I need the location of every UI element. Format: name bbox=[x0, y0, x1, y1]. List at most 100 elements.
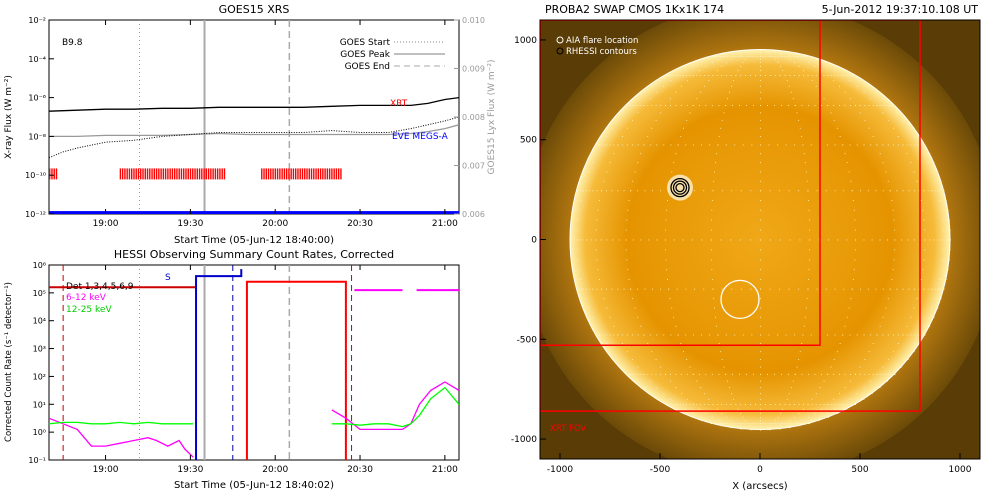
grid-dot bbox=[882, 380, 884, 382]
grid-dot bbox=[692, 105, 694, 106]
grid-dot bbox=[792, 56, 794, 57]
grid-dot bbox=[839, 105, 840, 106]
grid-dot bbox=[627, 269, 629, 271]
legend-goes-start: GOES Start bbox=[340, 38, 391, 48]
grid-dot bbox=[634, 373, 636, 375]
grid-dot bbox=[644, 288, 646, 290]
grid-dot bbox=[846, 408, 848, 410]
grid-dot bbox=[863, 239, 865, 241]
grid-dot bbox=[854, 229, 856, 231]
grid-dot bbox=[782, 70, 784, 72]
grid-dot bbox=[663, 144, 665, 146]
grid-dot bbox=[863, 334, 865, 336]
grid-dot bbox=[718, 105, 720, 106]
grid-dot bbox=[896, 366, 898, 368]
grid-dot bbox=[721, 423, 723, 424]
grid-dot bbox=[922, 209, 924, 211]
grid-dot bbox=[893, 144, 894, 146]
grid-dot bbox=[846, 239, 848, 241]
grid-dot bbox=[781, 51, 782, 53]
grid-dot bbox=[810, 420, 812, 422]
grid-dot bbox=[606, 171, 608, 173]
grid-dot bbox=[924, 144, 926, 146]
xrt-tick bbox=[201, 168, 203, 180]
grid-dot bbox=[643, 373, 645, 375]
grid-dot bbox=[784, 56, 786, 57]
grid-dot bbox=[856, 393, 858, 395]
grid-dot bbox=[760, 279, 761, 280]
grid-dot bbox=[836, 127, 838, 129]
grid-dot bbox=[740, 65, 741, 67]
grid-dot bbox=[685, 70, 687, 72]
grid-dot bbox=[617, 334, 619, 336]
grid-dot bbox=[585, 190, 587, 192]
grid-dot bbox=[720, 127, 722, 129]
grid-dot bbox=[889, 373, 891, 375]
grid-dot bbox=[760, 380, 761, 382]
grid-dot bbox=[864, 119, 866, 121]
grid-dot bbox=[943, 239, 945, 241]
grid-dot bbox=[734, 427, 736, 429]
grid-dot bbox=[670, 334, 672, 336]
grid-dot bbox=[844, 325, 846, 327]
grid-dot bbox=[715, 316, 716, 318]
grid-dot bbox=[760, 428, 761, 430]
grid-dot bbox=[934, 288, 936, 290]
grid-dot bbox=[811, 80, 813, 82]
goes-ylabel2: GOES15 Lyx Flux (W m⁻²) bbox=[487, 60, 497, 175]
grid-dot bbox=[753, 429, 754, 431]
grid-dot bbox=[603, 144, 605, 146]
grid-dot bbox=[760, 359, 761, 360]
grid-dot bbox=[701, 420, 703, 422]
xrt-tick bbox=[214, 168, 217, 180]
grid-dot bbox=[779, 53, 781, 55]
grid-dot bbox=[682, 413, 684, 414]
grid-dot bbox=[686, 373, 688, 375]
grid-dot bbox=[582, 190, 584, 192]
grid-dot bbox=[891, 200, 893, 201]
swap-ytick-label: 500 bbox=[520, 136, 537, 146]
grid-dot bbox=[774, 51, 776, 53]
grid-dot bbox=[571, 239, 572, 241]
grid-dot bbox=[640, 325, 642, 327]
grid-dot bbox=[760, 58, 761, 60]
grid-dot bbox=[875, 190, 877, 192]
grid-dot bbox=[789, 58, 791, 60]
grid-dot bbox=[879, 373, 881, 375]
goes-xtick-label: 19:00 bbox=[93, 219, 119, 229]
grid-dot bbox=[805, 307, 807, 309]
xrt-tick bbox=[167, 168, 169, 180]
grid-dot bbox=[941, 288, 943, 290]
grid-dot bbox=[942, 190, 944, 192]
grid-dot bbox=[701, 239, 703, 241]
legend-aia-marker bbox=[556, 36, 564, 44]
grid-dot bbox=[774, 105, 775, 106]
grid-dot bbox=[652, 190, 653, 192]
grid-dot bbox=[660, 398, 661, 400]
grid-dot bbox=[652, 288, 653, 290]
grid-dot bbox=[942, 219, 944, 221]
xrt-tick bbox=[313, 168, 315, 180]
grid-dot bbox=[632, 359, 633, 360]
grid-dot bbox=[742, 62, 744, 63]
grid-dot bbox=[805, 171, 807, 173]
hessi-legend: Det 1,3,4,5,6,9 6-12 keV 12-25 keV bbox=[66, 282, 134, 315]
grid-dot bbox=[819, 387, 821, 389]
grid-dot bbox=[907, 359, 909, 360]
grid-dot bbox=[887, 334, 889, 336]
grid-dot bbox=[696, 404, 698, 405]
grid-dot bbox=[931, 190, 933, 192]
grid-dot bbox=[811, 398, 813, 400]
grid-dot bbox=[804, 423, 806, 424]
hessi-series-layer bbox=[49, 265, 459, 460]
xrt-tick bbox=[261, 168, 263, 180]
grid-dot bbox=[898, 343, 899, 344]
grid-dot bbox=[701, 144, 702, 146]
grid-dot bbox=[896, 288, 898, 290]
xrt-tick bbox=[306, 168, 308, 180]
grid-dot bbox=[667, 200, 668, 201]
grid-dot bbox=[768, 144, 770, 146]
goes-y2tick-label: 0.008 bbox=[462, 113, 485, 122]
grid-dot bbox=[760, 413, 761, 414]
xrt-tick bbox=[140, 168, 142, 180]
